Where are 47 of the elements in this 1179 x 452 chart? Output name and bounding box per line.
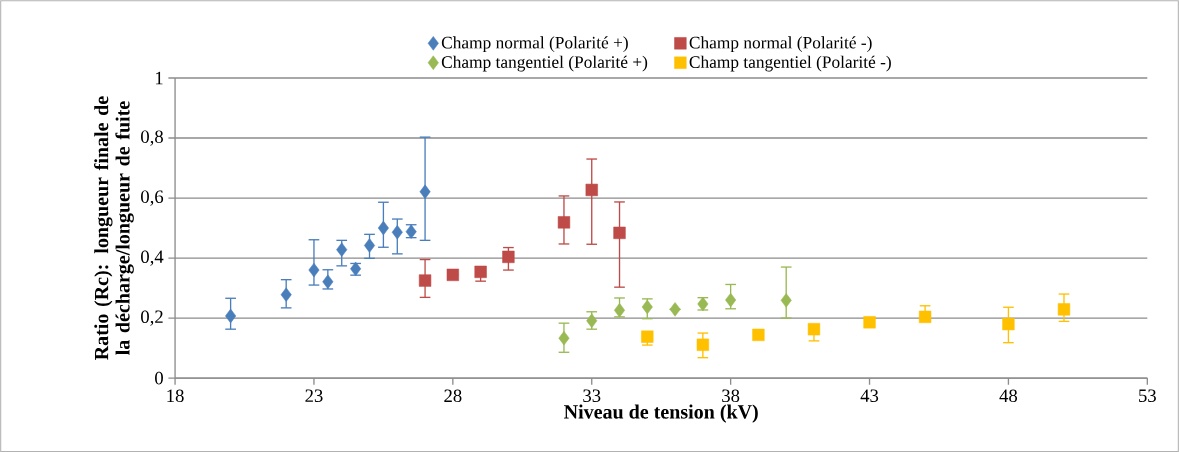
point xyxy=(308,262,320,278)
point xyxy=(474,265,487,278)
point xyxy=(391,225,403,240)
point xyxy=(502,250,515,263)
point xyxy=(696,338,709,351)
y-tick-label: 0 xyxy=(155,371,163,385)
point xyxy=(418,274,432,287)
legend-label: Champ normal (Polarité +) xyxy=(441,36,628,52)
point xyxy=(225,308,237,324)
y-tick-label: 1 xyxy=(155,71,163,85)
point xyxy=(918,310,932,323)
x-tick-label: 53 xyxy=(1139,389,1156,402)
point xyxy=(807,322,821,336)
legend-label: Champ normal (Polarité -) xyxy=(689,36,872,52)
point xyxy=(1002,317,1015,331)
legend-label: Champ tangentiel (Polarité -) xyxy=(689,55,891,72)
point xyxy=(419,184,431,199)
point xyxy=(557,216,571,229)
x-tick-label: 18 xyxy=(167,389,184,403)
point xyxy=(752,328,765,341)
point xyxy=(585,183,598,197)
point xyxy=(364,238,375,253)
point xyxy=(669,302,681,317)
y-tick-label: 0,6 xyxy=(141,190,164,206)
y-tick-label: 0,4 xyxy=(141,250,164,266)
y-tick-label: 0,8 xyxy=(141,130,163,146)
y-axis-title: Ratio (Rc): longueur finale de la décharge/longueur de fuite xyxy=(94,96,134,360)
x-tick-label: 23 xyxy=(305,389,323,402)
point xyxy=(641,330,654,343)
x-tick-label: 48 xyxy=(999,389,1018,403)
y-tick-label: 0,2 xyxy=(141,310,163,326)
x-axis-title: Niveau de tension (kV) xyxy=(564,404,758,423)
x-tick-label: 33 xyxy=(583,389,601,402)
point xyxy=(558,330,570,346)
point xyxy=(863,316,876,329)
point xyxy=(377,220,389,236)
point xyxy=(613,226,626,239)
point xyxy=(780,293,792,308)
point xyxy=(446,268,459,281)
legend-label: Champ tangentiel (Polarité +) xyxy=(441,55,648,72)
x-tick-label: 38 xyxy=(722,389,740,403)
point xyxy=(322,274,334,289)
point xyxy=(1057,303,1071,316)
x-tick-label: 28 xyxy=(444,389,462,403)
point xyxy=(614,303,625,318)
point xyxy=(280,287,292,302)
x-tick-label: 43 xyxy=(860,389,879,402)
